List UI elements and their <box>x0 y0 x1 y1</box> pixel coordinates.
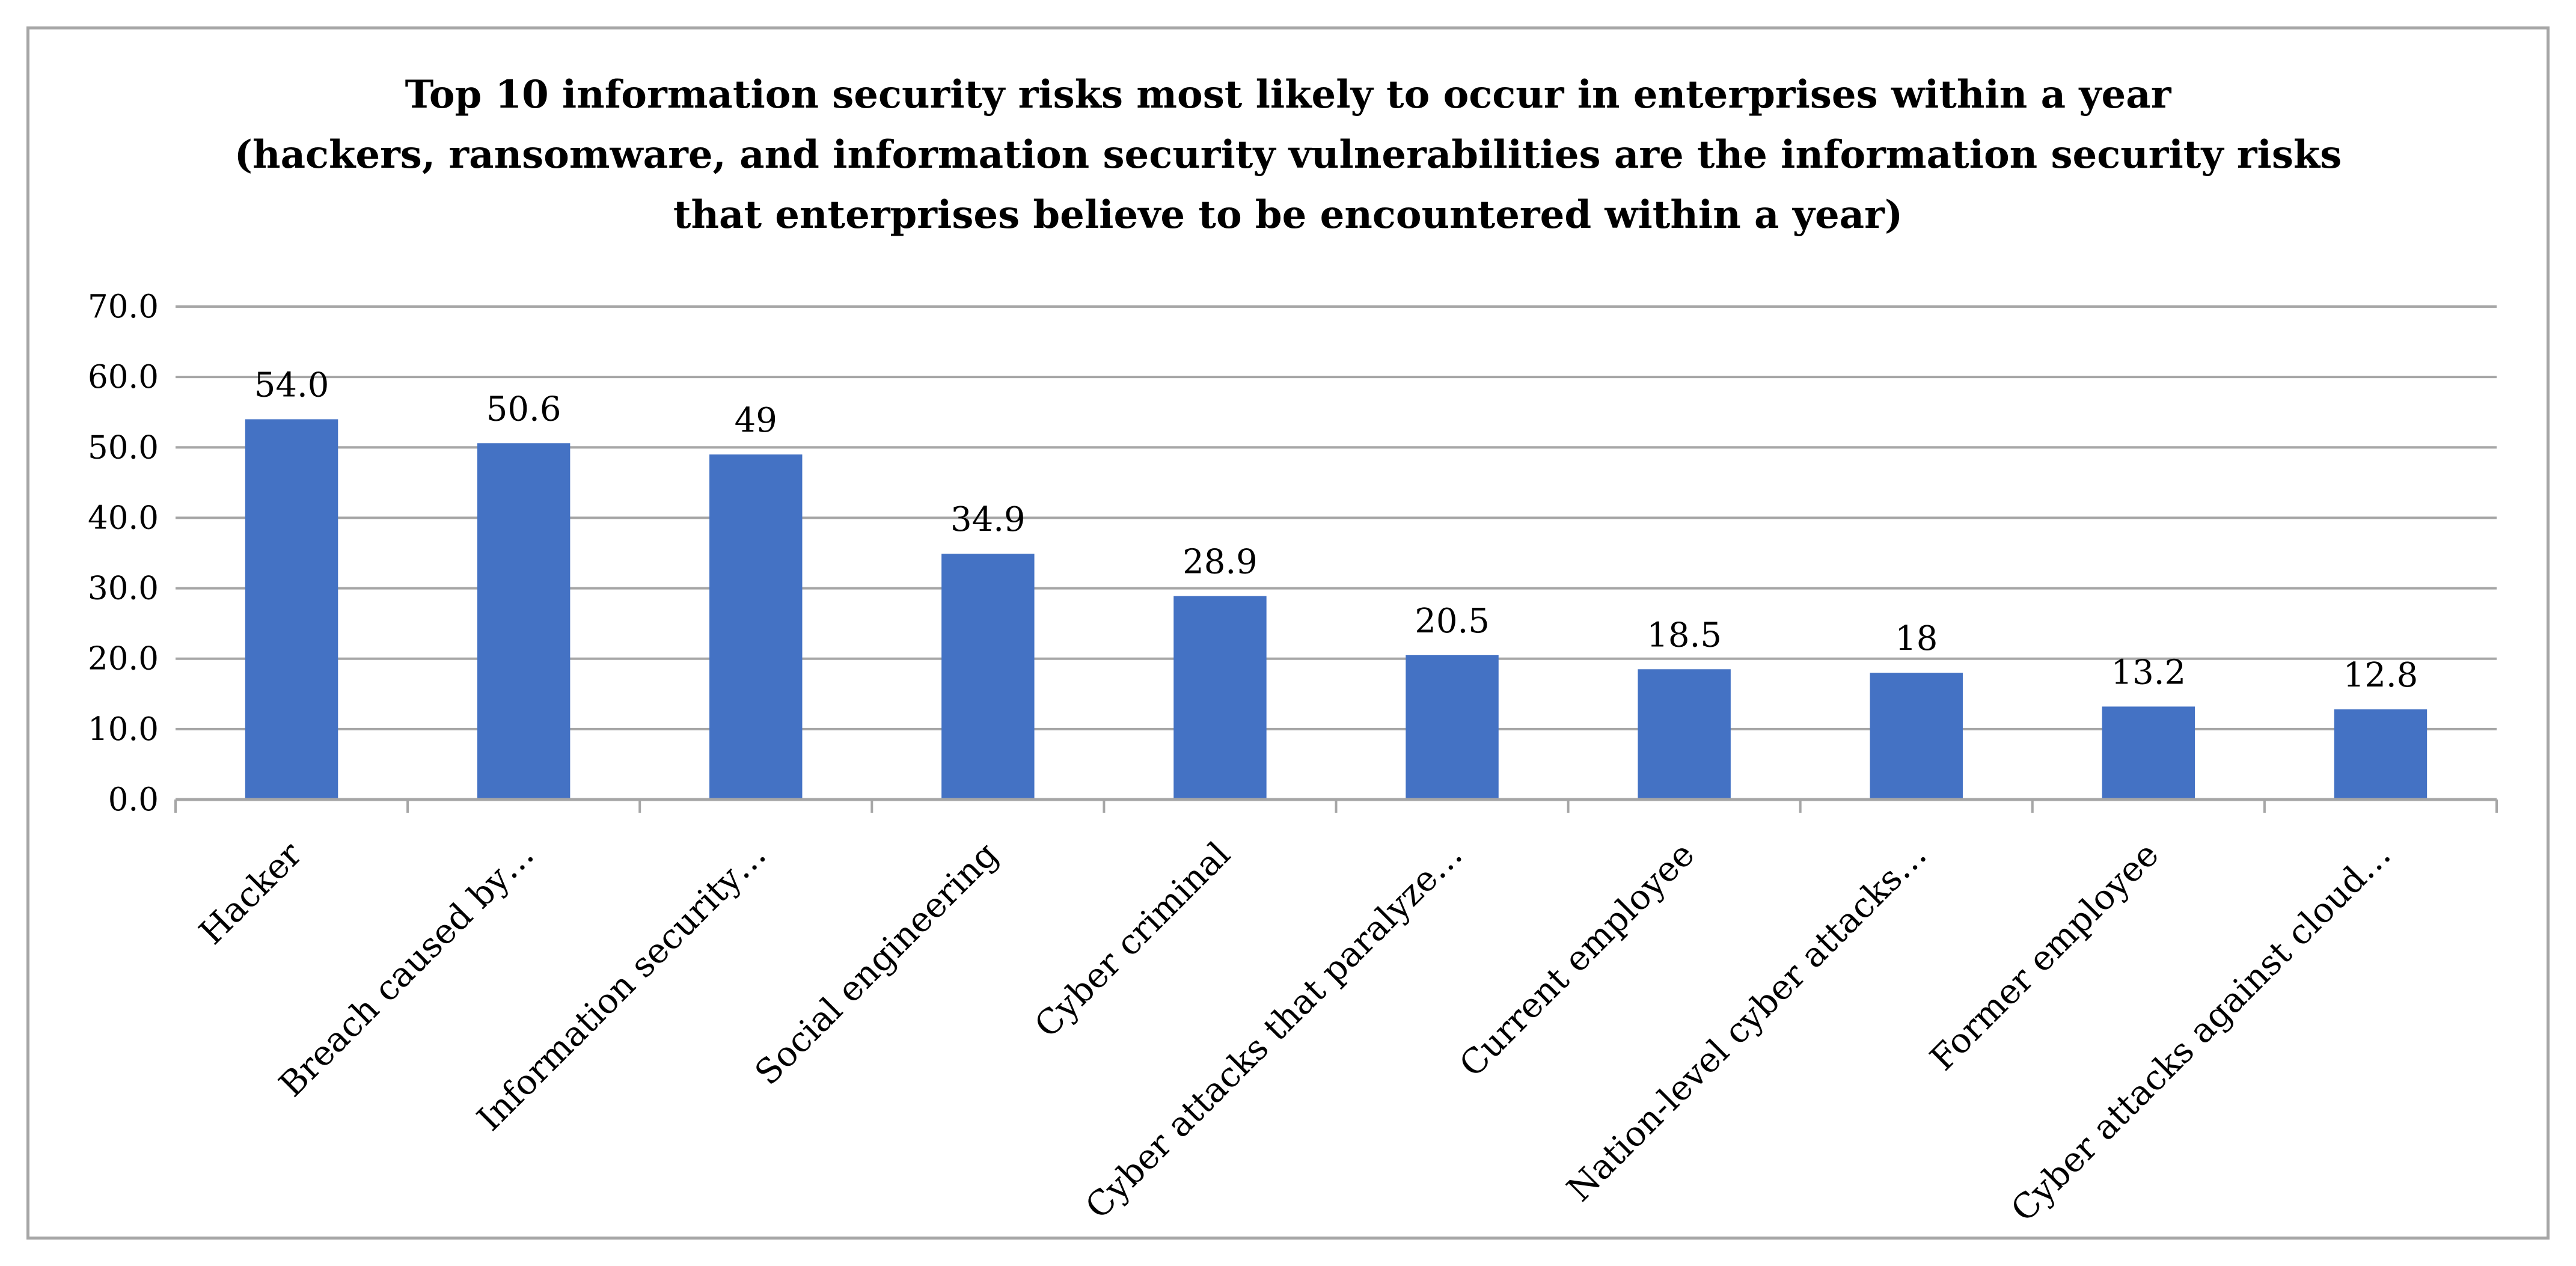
axes <box>174 798 2498 813</box>
data-label: 20.5 <box>1415 602 1490 641</box>
data-label: 50.6 <box>486 390 561 429</box>
bar <box>2334 709 2428 800</box>
x-category-label: Cyber attacks that paralyze… <box>1078 834 1470 1226</box>
chart-title-line-3: that enterprises believe to be encounter… <box>673 192 1903 237</box>
chart-title-line-1: Top 10 information security risks most l… <box>405 72 2171 117</box>
x-category-label: Cyber criminal <box>1027 834 1238 1045</box>
y-axis-tick-labels: 0.0 10.0 20.0 30.0 40.0 50.0 60.0 70.0 <box>88 289 159 818</box>
x-category-label: Cyber attacks against cloud… <box>2004 834 2399 1229</box>
x-category-label: Former employee <box>1923 834 2167 1078</box>
y-tick-label: 60.0 <box>88 359 159 396</box>
y-tick-label: 40.0 <box>88 500 159 536</box>
bar <box>2102 706 2195 800</box>
y-tick-label: 0.0 <box>108 781 159 818</box>
data-label: 49 <box>735 401 777 440</box>
bar <box>709 454 803 800</box>
y-tick-label: 20.0 <box>88 641 159 677</box>
data-label: 18.5 <box>1647 616 1722 655</box>
y-tick-label: 30.0 <box>88 570 159 607</box>
bar <box>1406 655 1499 800</box>
x-category-label: Hacker <box>192 834 310 952</box>
x-category-label: Current employee <box>1452 834 1702 1084</box>
bar <box>1870 673 1963 800</box>
data-label: 54.0 <box>254 365 329 405</box>
chart-title-line-2: (hackers, ransomware, and information se… <box>234 132 2342 177</box>
chart-frame <box>26 26 2550 1240</box>
bar <box>1638 669 1731 800</box>
y-tick-label: 10.0 <box>88 711 159 748</box>
data-labels: 54.0 50.6 49 34.9 28.9 20.5 18.5 18 13.2 12.8 <box>254 365 2418 695</box>
x-category-label: Social engineering <box>747 834 1006 1093</box>
bar <box>245 419 338 800</box>
data-label: 34.9 <box>950 500 1026 539</box>
y-tick-label: 70.0 <box>88 289 159 325</box>
x-category-label: Nation-level cyber attacks… <box>1559 834 1934 1209</box>
bar <box>477 443 571 800</box>
data-label: 12.8 <box>2343 656 2418 695</box>
data-label: 28.9 <box>1182 542 1258 581</box>
bars <box>245 419 2428 800</box>
chart-title: Top 10 information security risks most l… <box>26 65 2550 245</box>
bar <box>1173 596 1267 800</box>
data-label: 18 <box>1895 619 1938 658</box>
x-category-label: Breach caused by… <box>272 834 542 1104</box>
bar <box>941 554 1035 800</box>
y-tick-label: 50.0 <box>88 429 159 466</box>
data-label: 13.2 <box>2111 653 2186 692</box>
